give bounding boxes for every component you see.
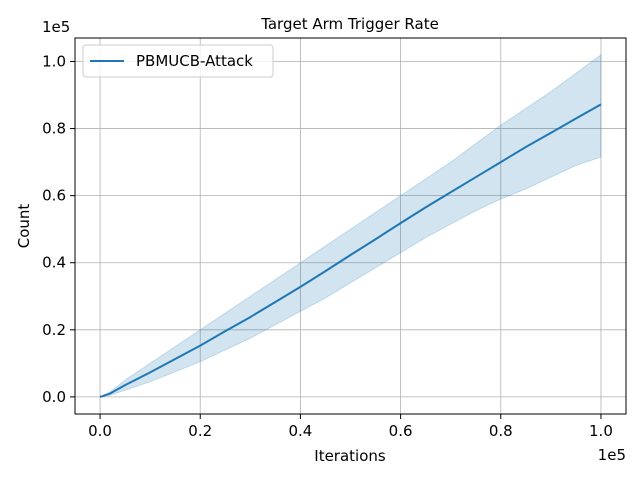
legend: PBMUCB-Attack (82, 44, 274, 78)
y-axis-offset-label: 1e5 (42, 18, 70, 36)
x-axis-label: Iterations (314, 447, 386, 465)
x-axis-offset-label: 1e5 (598, 446, 626, 464)
series-line (99, 103, 602, 398)
series-line-layer (99, 103, 602, 398)
x-tick-label: 1.0 (589, 422, 613, 440)
y-tick-label: 1.0 (42, 52, 66, 70)
y-tick-label: 0.2 (42, 321, 66, 339)
y-tick-label: 0.4 (42, 254, 66, 272)
x-tick-label: 0.0 (88, 422, 112, 440)
x-tick-label: 0.8 (489, 422, 513, 440)
x-tick-label: 0.4 (288, 422, 312, 440)
y-tick-label: 0.0 (42, 388, 66, 406)
y-axis-ticks: 0.0 0.2 0.4 0.6 0.8 1.0 (42, 52, 75, 406)
x-axis-ticks: 0.0 0.2 0.4 0.6 0.8 1.0 (88, 414, 613, 440)
x-tick-label: 0.2 (188, 422, 212, 440)
confidence-band-layer (99, 53, 602, 398)
y-tick-label: 0.8 (42, 120, 66, 138)
plot-frame (74, 37, 627, 415)
legend-label: PBMUCB-Attack (136, 52, 253, 70)
x-tick-label: 0.6 (389, 422, 413, 440)
confidence-band (99, 53, 602, 398)
y-axis-label: Count (15, 204, 33, 249)
grid (75, 38, 626, 414)
legend-box (82, 44, 274, 78)
y-tick-label: 0.6 (42, 187, 66, 205)
chart-title: Target Arm Trigger Rate (260, 15, 439, 33)
